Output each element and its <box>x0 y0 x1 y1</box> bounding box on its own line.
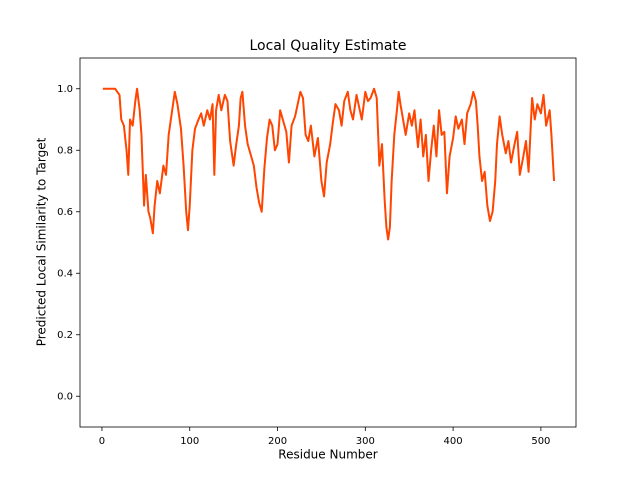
x-tick-label: 200 <box>268 436 287 447</box>
y-tick-label: 0.6 <box>57 207 73 218</box>
y-tick-label: 0.2 <box>57 330 73 341</box>
x-axis-label: Residue Number <box>278 448 377 462</box>
x-tick-label: 0 <box>99 436 105 447</box>
y-tick-label: 0.0 <box>57 391 73 402</box>
y-tick-label: 0.4 <box>57 268 73 279</box>
y-tick-label: 1.0 <box>57 84 73 95</box>
y-axis-label: Predicted Local Similarity to Target <box>35 137 49 346</box>
y-tick-label: 0.8 <box>57 145 73 156</box>
x-tick-label: 400 <box>444 436 463 447</box>
x-tick-label: 100 <box>180 436 199 447</box>
chart-title: Local Quality Estimate <box>249 38 406 54</box>
plot-frame <box>79 57 577 428</box>
x-tick-label: 500 <box>531 436 550 447</box>
line <box>102 87 556 241</box>
x-tick-label: 300 <box>356 436 375 447</box>
